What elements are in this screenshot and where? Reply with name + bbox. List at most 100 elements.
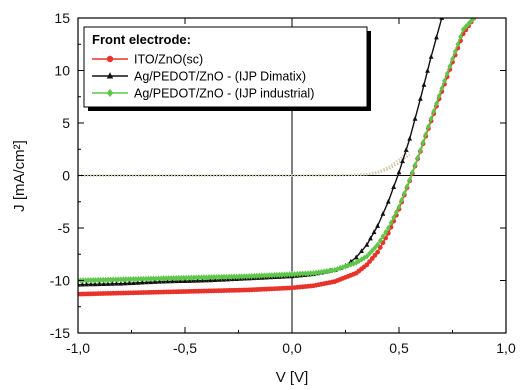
data-point bbox=[434, 100, 439, 107]
data-point bbox=[428, 53, 434, 59]
data-point bbox=[181, 274, 187, 282]
data-point bbox=[383, 229, 389, 236]
y-tick-label: 10 bbox=[54, 63, 70, 79]
legend-swatch-marker bbox=[106, 88, 114, 98]
data-point bbox=[377, 245, 383, 250]
data-point bbox=[198, 274, 204, 281]
data-point bbox=[348, 258, 354, 264]
data-point bbox=[329, 267, 335, 274]
data-point bbox=[126, 280, 132, 286]
data-point bbox=[294, 270, 300, 278]
data-point bbox=[156, 278, 162, 284]
data-point bbox=[158, 275, 164, 282]
legend: Front electrode: ITO/ZnO(sc) Ag/PEDOT/ZnO… bbox=[83, 26, 371, 111]
data-point bbox=[115, 276, 121, 283]
data-point bbox=[425, 67, 430, 73]
data-point bbox=[238, 275, 244, 281]
data-point bbox=[214, 273, 219, 281]
data-point bbox=[403, 147, 409, 152]
data-point bbox=[208, 277, 214, 283]
data-point bbox=[85, 277, 91, 284]
data-point bbox=[400, 158, 405, 164]
data-point bbox=[436, 92, 442, 100]
data-point bbox=[442, 77, 447, 85]
data-point bbox=[391, 214, 397, 221]
data-point bbox=[226, 273, 232, 280]
data-point bbox=[109, 280, 115, 286]
data-point bbox=[452, 48, 458, 55]
data-point bbox=[367, 259, 372, 264]
data-point bbox=[191, 274, 197, 281]
data-point bbox=[289, 271, 295, 278]
data-point bbox=[143, 275, 149, 282]
data-point bbox=[284, 271, 290, 278]
data-point bbox=[412, 115, 418, 121]
data-point bbox=[375, 241, 380, 248]
data-point bbox=[391, 184, 397, 189]
data-point bbox=[169, 278, 175, 284]
data-point bbox=[234, 273, 240, 280]
data-point bbox=[110, 276, 116, 283]
data-point bbox=[141, 275, 146, 283]
data-point bbox=[297, 270, 303, 277]
data-point bbox=[138, 275, 144, 283]
data-point bbox=[364, 262, 370, 268]
data-point bbox=[156, 275, 161, 282]
data-point bbox=[131, 280, 137, 285]
data-point bbox=[118, 280, 124, 286]
data-point bbox=[166, 275, 172, 282]
data-point bbox=[259, 272, 265, 279]
data-point bbox=[219, 273, 224, 281]
data-point bbox=[369, 256, 375, 261]
data-point bbox=[359, 248, 364, 254]
data-point bbox=[123, 276, 129, 283]
data-point bbox=[103, 276, 109, 283]
data-point bbox=[279, 271, 285, 278]
data-point bbox=[450, 55, 455, 63]
y-tick-label: -15 bbox=[50, 325, 70, 341]
data-point bbox=[122, 280, 128, 286]
data-point bbox=[353, 254, 359, 260]
data-point bbox=[372, 244, 378, 251]
data-point bbox=[201, 274, 207, 281]
data-point bbox=[375, 223, 380, 228]
y-tick-label: -5 bbox=[58, 220, 71, 236]
data-point bbox=[415, 154, 421, 161]
data-point bbox=[241, 273, 247, 280]
data-point bbox=[409, 169, 415, 176]
data-point bbox=[423, 131, 429, 138]
data-point bbox=[144, 279, 149, 285]
data-point bbox=[292, 270, 298, 278]
data-point bbox=[239, 273, 245, 280]
data-point bbox=[428, 115, 434, 122]
data-point bbox=[182, 278, 188, 283]
data-point bbox=[108, 276, 114, 283]
data-point bbox=[399, 197, 405, 204]
data-point bbox=[100, 276, 106, 284]
axis-ticks: -1,0 -0,5 0,0 0,5 1,0 -15 -10 -5 0 5 10 15 bbox=[50, 10, 516, 356]
data-point bbox=[178, 278, 184, 284]
data-point bbox=[261, 272, 267, 279]
dark-curve-line bbox=[78, 149, 411, 177]
data-point bbox=[396, 169, 402, 175]
legend-swatch-marker bbox=[106, 55, 114, 63]
data-point bbox=[343, 263, 348, 270]
data-point bbox=[98, 276, 104, 284]
data-point bbox=[246, 273, 252, 280]
x-axis-label: V [V] bbox=[276, 369, 309, 386]
data-point bbox=[97, 281, 102, 287]
data-point bbox=[396, 203, 402, 211]
data-point bbox=[93, 276, 99, 284]
y-tick-label: 0 bbox=[62, 168, 70, 184]
data-point bbox=[277, 271, 282, 278]
data-point bbox=[302, 270, 308, 277]
data-point bbox=[388, 219, 394, 226]
data-point bbox=[171, 275, 177, 282]
legend-items: ITO/ZnO(sc) Ag/PEDOT/ZnO - (IJP Dimatix) A… bbox=[92, 53, 314, 101]
data-point bbox=[195, 277, 201, 283]
data-point bbox=[371, 229, 377, 235]
data-point bbox=[269, 272, 275, 279]
data-point bbox=[458, 33, 463, 41]
data-point bbox=[225, 276, 231, 282]
